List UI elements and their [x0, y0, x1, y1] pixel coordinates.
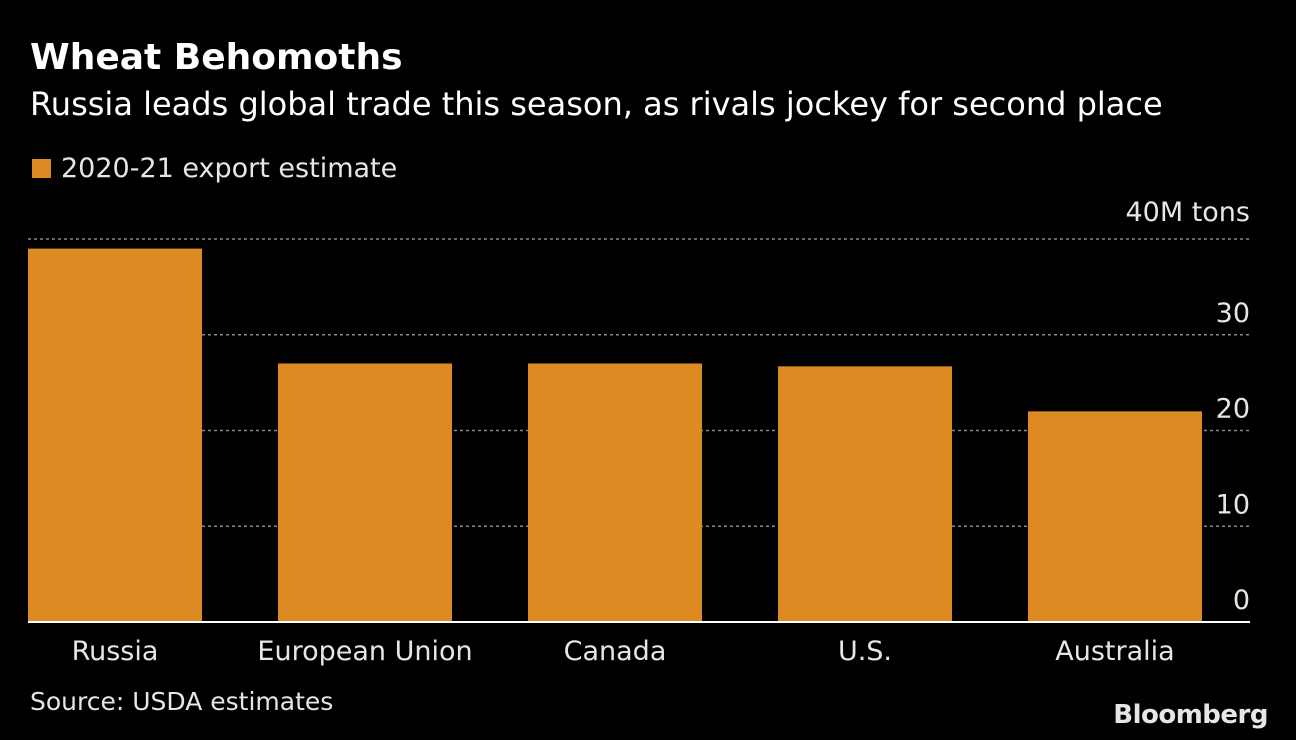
bar: [28, 248, 202, 622]
bar: [1028, 411, 1202, 622]
legend-label: 2020-21 export estimate: [61, 153, 398, 184]
x-category-label: Australia: [1055, 636, 1174, 667]
x-category-labels: Russia European Union Canada U.S. Australia: [72, 636, 1175, 667]
y-tick-label: 0: [1233, 585, 1250, 616]
bar: [528, 363, 702, 622]
x-category-label: U.S.: [838, 636, 892, 667]
bar: [778, 366, 952, 622]
x-category-label: Russia: [72, 636, 159, 667]
legend: 2020-21 export estimate: [32, 153, 397, 184]
y-tick-label: 10: [1216, 489, 1250, 520]
y-axis-unit-label: 40M tons: [1125, 197, 1250, 228]
y-tick-labels: 0 10 20 30: [1216, 298, 1250, 616]
x-category-label: European Union: [257, 636, 472, 667]
legend-swatch: [32, 159, 51, 178]
source-note: Source: USDA estimates: [30, 687, 334, 716]
bloomberg-logo: Bloomberg: [1113, 700, 1268, 730]
y-tick-label: 20: [1216, 394, 1250, 425]
x-category-label: Canada: [564, 636, 667, 667]
chart-title: Wheat Behomoths: [30, 37, 403, 78]
bars: [28, 248, 1202, 622]
chart-subtitle: Russia leads global trade this season, a…: [30, 85, 1163, 123]
y-tick-label: 30: [1216, 298, 1250, 329]
bar: [278, 363, 452, 622]
